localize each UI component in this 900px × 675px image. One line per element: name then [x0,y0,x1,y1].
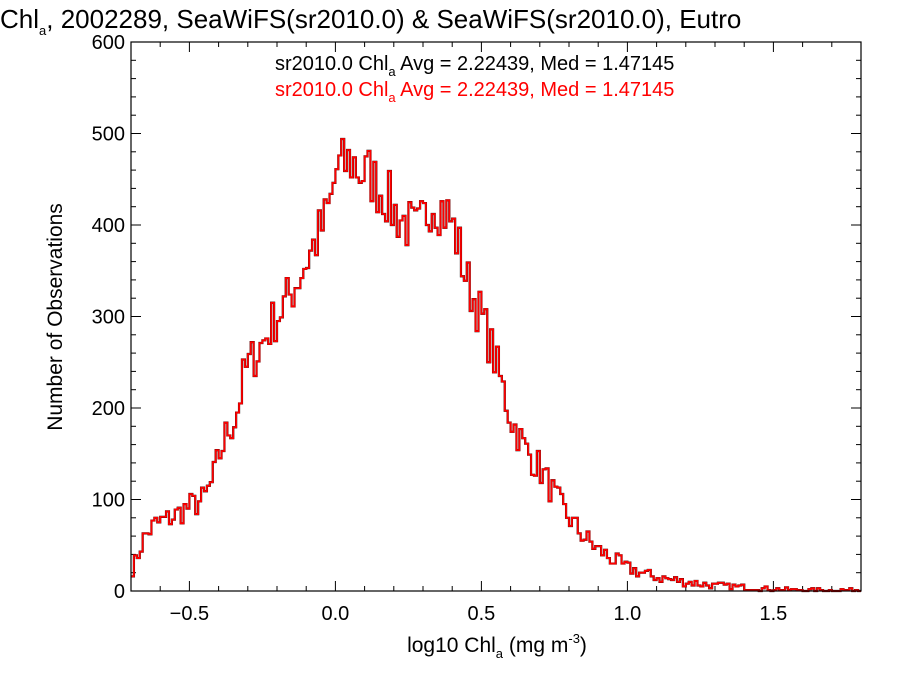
plot-frame [130,41,862,592]
histogram-series-red [131,138,861,592]
x-tick-label: 0.0 [321,603,349,625]
chart-title: Chla, 2002289, SeaWiFS(sr2010.0) & SeaWi… [0,4,741,38]
plot-layer [131,137,861,593]
y-tick-label: 300 [92,307,125,329]
y-tick-label: 0 [114,581,125,603]
y-tick-label: 200 [92,398,125,420]
x-tick-label: 1.5 [759,603,787,625]
ticks-layer: −0.5 0.0 0.5 1.0 1.5 0 100 200 300 400 500 600 [92,32,862,625]
y-tick-label: 600 [92,32,125,54]
x-tick-label: 1.0 [613,603,641,625]
y-axis-label: Number of Observations [44,203,67,431]
legend-entry-black: sr2010.0 Chla Avg = 2.22439, Med = 1.471… [275,53,674,79]
y-tick-label: 100 [92,490,125,512]
x-tick-label: 0.5 [467,603,495,625]
y-tick-label: 500 [92,124,125,146]
y-tick-label: 400 [92,215,125,237]
legend-entry-red: sr2010.0 Chla Avg = 2.22439, Med = 1.471… [275,79,674,105]
x-tick-label: −0.5 [170,603,209,625]
x-axis-label: log10 Chla (mg m-3) [407,631,587,661]
